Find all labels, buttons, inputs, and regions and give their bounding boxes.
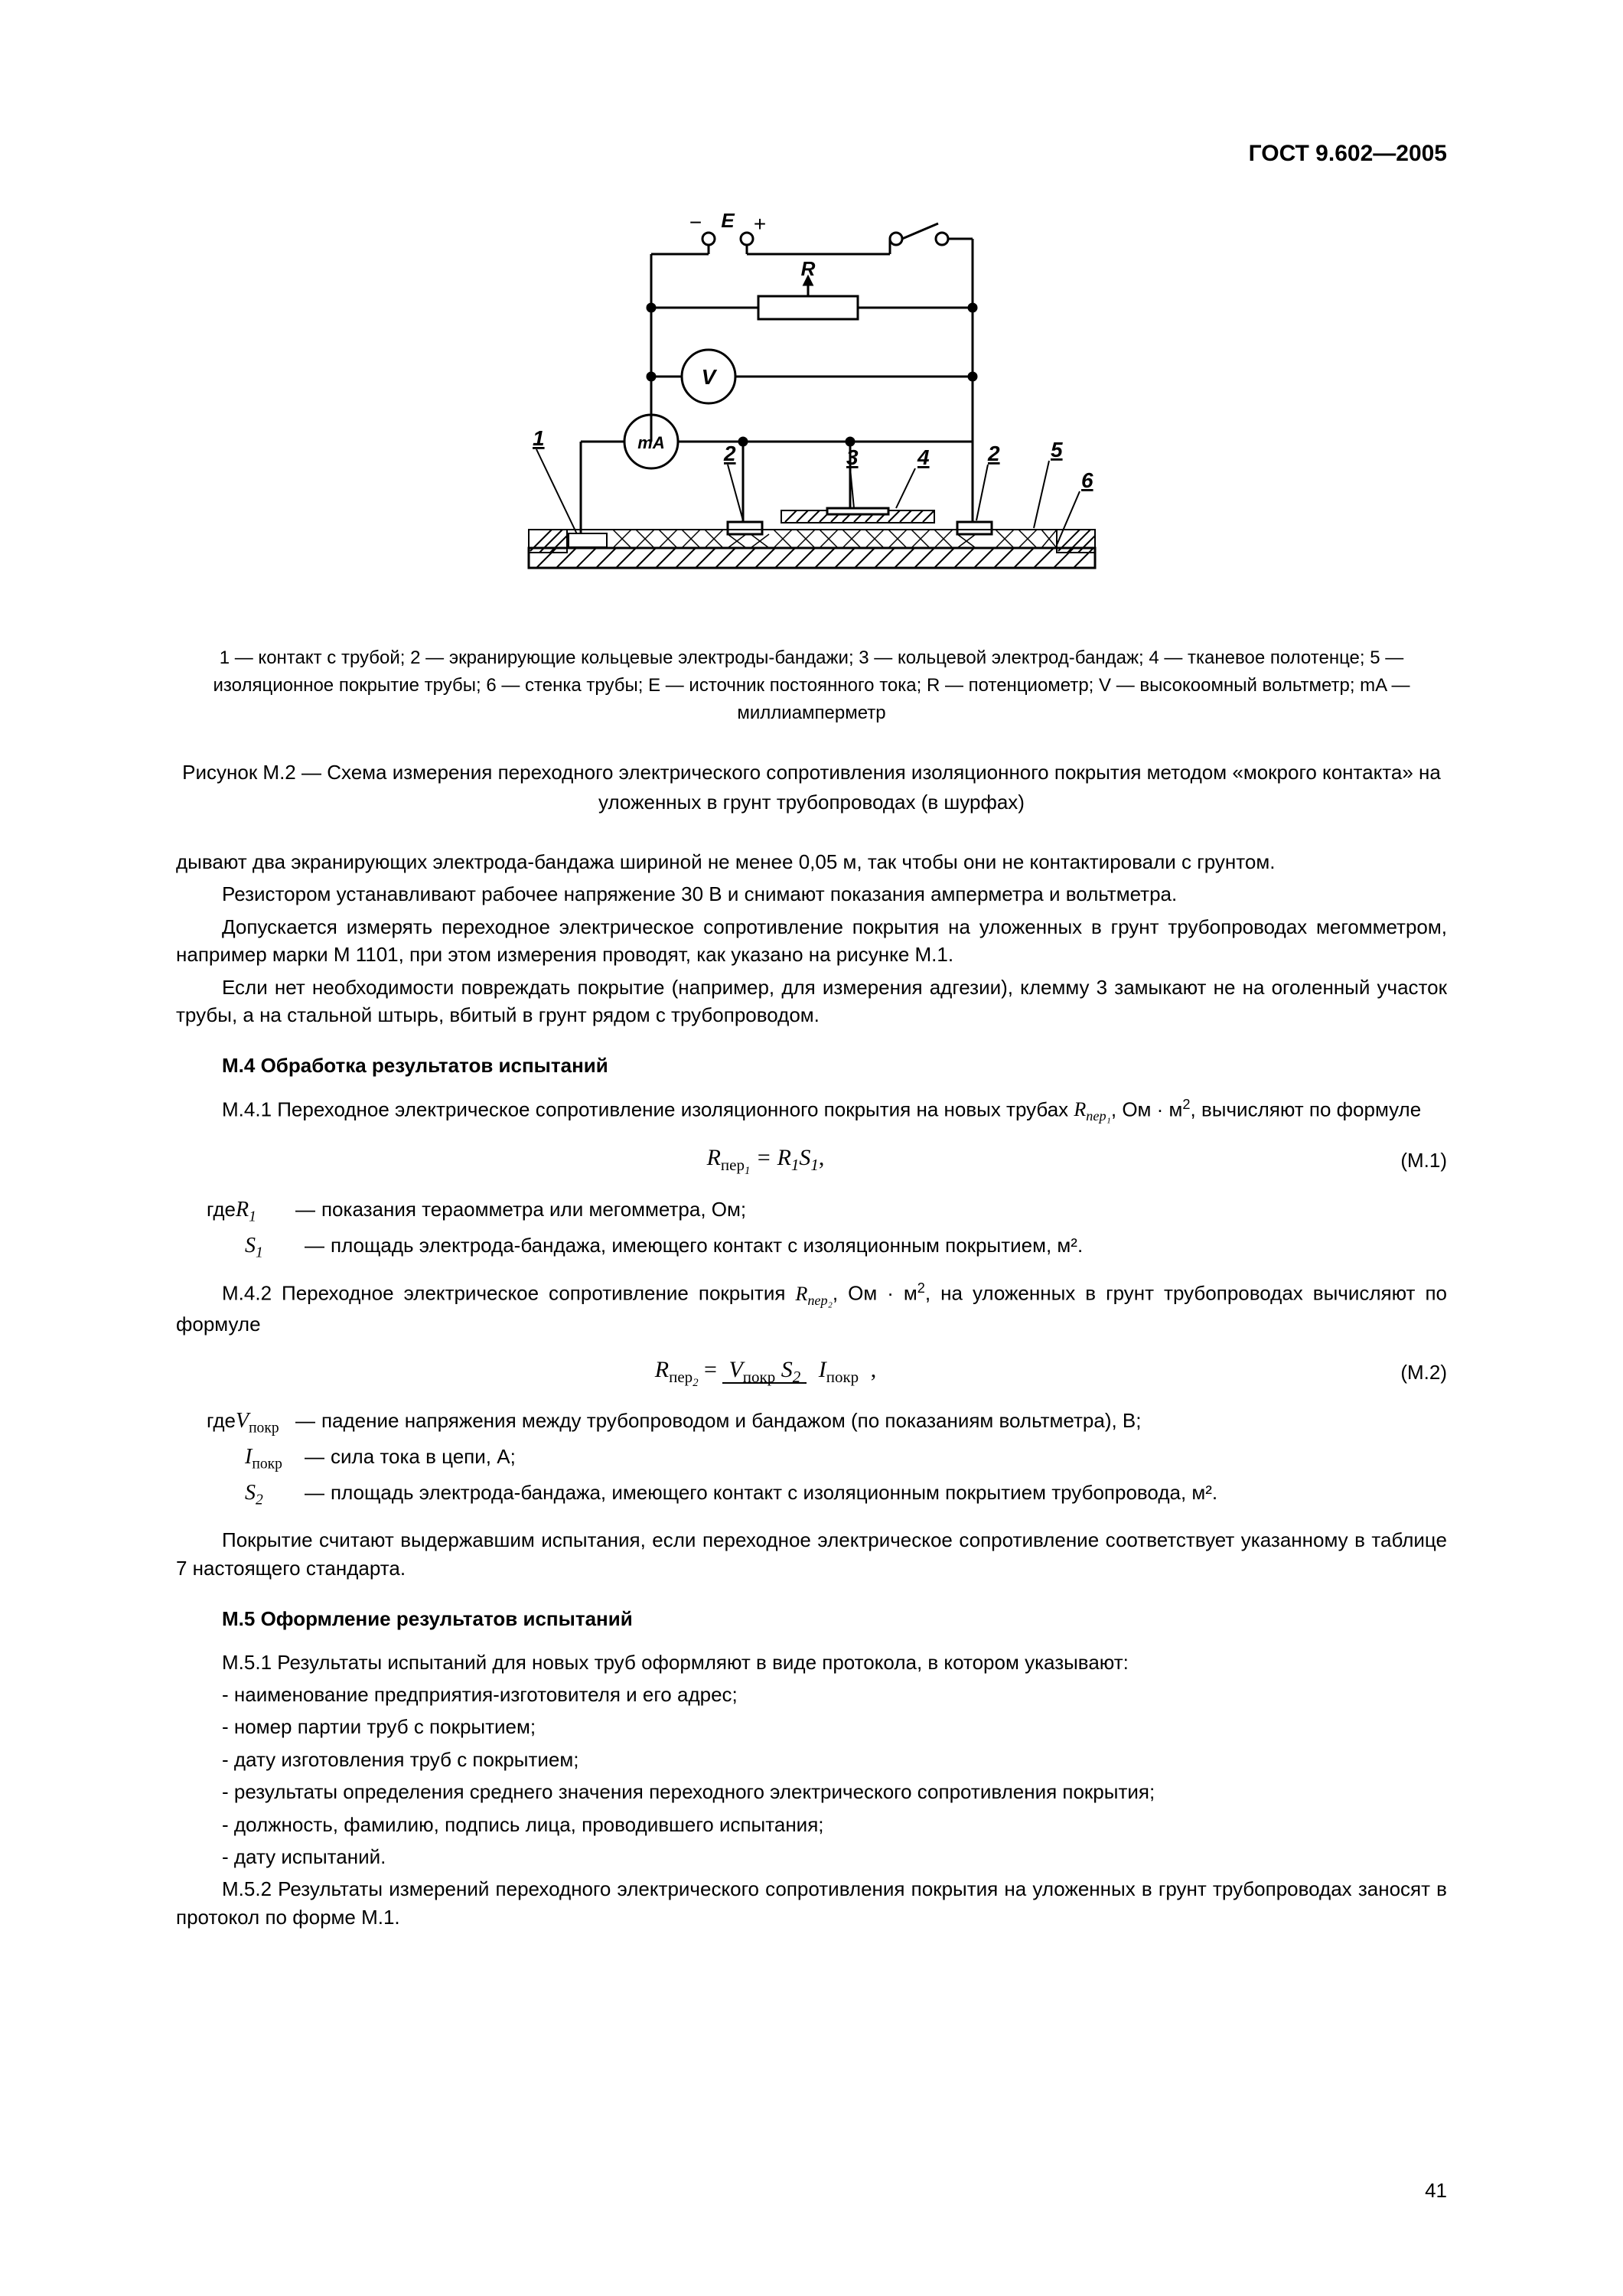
paragraph-m41: М.4.1 Переходное электрическое сопротивл… (176, 1095, 1447, 1127)
list-item: должность, фамилию, подпись лица, провод… (222, 1811, 1447, 1838)
svg-text:−: − (689, 210, 701, 234)
list-item: дату изготовления труб с покрытием; (222, 1746, 1447, 1773)
formula-tag: (М.1) (1355, 1146, 1447, 1174)
paragraph: Если нет необходимости повреждать покрыт… (176, 974, 1447, 1029)
where-vpokr: где Vпокр — падение напряжения между тру… (207, 1406, 1447, 1439)
formula-m1: Rпер1 = R1S1, (М.1) (176, 1142, 1447, 1179)
paragraph-m52: М.5.2 Результаты измерений переходного э… (176, 1875, 1447, 1931)
svg-text:4: 4 (917, 445, 930, 469)
list-item: результаты определения среднего значения… (222, 1778, 1447, 1805)
list-item: наименование предприятия-изготовителя и … (222, 1681, 1447, 1708)
svg-text:E: E (721, 209, 735, 232)
paragraph-conclusion: Покрытие считают выдержавшим испытания, … (176, 1526, 1447, 1582)
where-s1: S1 — площадь электрода-бандажа, имеющего… (245, 1231, 1447, 1264)
where-r1: где R1 — показания тераомметра или мегом… (207, 1195, 1447, 1228)
where-ipokr: Iпокр — сила тока в цепи, А; (245, 1442, 1447, 1475)
section-heading-m5: М.5 Оформление результатов испытаний (176, 1605, 1447, 1632)
svg-text:+: + (753, 212, 765, 236)
svg-text:1: 1 (533, 426, 545, 450)
svg-text:5: 5 (1051, 438, 1063, 461)
paragraph: Допускается измерять переходное электрич… (176, 913, 1447, 969)
list-item: номер партии труб с покрытием; (222, 1713, 1447, 1740)
paragraph: дывают два экранирующих электрода-бандаж… (176, 848, 1447, 876)
svg-text:2: 2 (987, 442, 1000, 465)
document-number: ГОСТ 9.602—2005 (176, 138, 1447, 170)
paragraph-m51: М.5.1 Результаты испытаний для новых тру… (176, 1649, 1447, 1676)
formula-m2: Rпер2 = Vпокр S2 Iпокр , (М.2) (176, 1354, 1447, 1391)
svg-text:mA: mA (637, 433, 664, 452)
where-s2: S2 — площадь электрода-бандажа, имеющего… (245, 1478, 1447, 1511)
figure-legend: 1 — контакт с трубой; 2 — экранирующие к… (176, 644, 1447, 727)
figure-caption: Рисунок М.2 — Схема измерения переходног… (176, 758, 1447, 817)
svg-text:6: 6 (1081, 468, 1093, 492)
svg-text:R: R (800, 257, 815, 280)
circuit-diagram: E − + R V mA 1 2 3 4 2 5 6 (176, 208, 1447, 621)
svg-text:3: 3 (846, 445, 859, 469)
list-item: дату испытаний. (222, 1843, 1447, 1870)
formula-tag: (М.2) (1355, 1358, 1447, 1386)
paragraph: Резистором устанавливают рабочее напряже… (176, 880, 1447, 908)
page-number: 41 (1425, 2177, 1447, 2204)
section-heading-m4: М.4 Обработка результатов испытаний (176, 1052, 1447, 1079)
svg-text:V: V (701, 365, 717, 389)
svg-text:2: 2 (723, 442, 736, 465)
paragraph-m42: М.4.2 Переходное электрическое сопротивл… (176, 1279, 1447, 1339)
